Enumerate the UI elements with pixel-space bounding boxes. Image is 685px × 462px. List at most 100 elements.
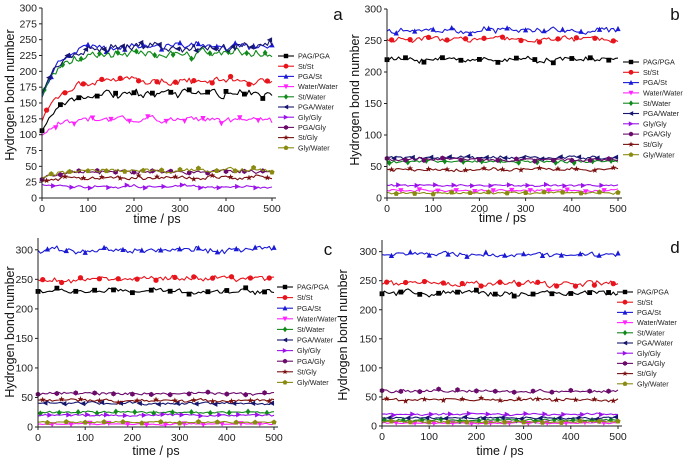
y-tick-label: 250 [15,274,33,286]
series-marker [591,167,598,173]
series-marker [587,290,593,296]
series-marker [532,57,538,62]
series-marker [89,115,96,121]
legend-label: St/Water [297,325,325,334]
series-marker [77,396,84,402]
y-tick-label: 0 [376,193,382,205]
series-marker [391,412,397,418]
series-line [41,41,273,98]
series-marker [539,252,546,258]
series-pga-water [381,414,619,422]
y-axis-label: Hydrogen bond number [336,269,350,400]
series-marker [407,249,413,255]
series-marker [48,171,54,177]
series-marker [252,244,258,250]
series-marker [444,37,450,43]
series-st-gly [38,396,275,406]
series-pag-pga [35,285,275,297]
series-marker [125,421,131,428]
series-marker [480,415,486,421]
series-marker [501,155,508,161]
series-marker [477,57,482,62]
series-marker [39,396,46,403]
series-marker [209,80,215,86]
series-marker [412,28,418,34]
series-marker [156,41,162,48]
series-marker [546,188,552,194]
series-marker [583,189,589,195]
series-marker [92,287,98,293]
series-marker [205,289,211,295]
series-marker [262,289,267,295]
series-marker [209,172,216,178]
x-tick-label: 300 [171,203,189,215]
series-pga-st [381,249,621,259]
series-marker [436,386,441,392]
series-marker [537,415,543,421]
series-marker [237,115,243,121]
series-marker [195,165,202,171]
series-marker [71,121,77,127]
series-marker [572,283,579,289]
x-axis-label: time / ps [133,212,180,226]
series-marker [497,157,503,164]
series-marker [536,39,543,45]
series-marker [140,167,146,173]
legend-marker [283,134,289,140]
series-marker [483,249,489,255]
legend-label: Water/Water [637,318,677,327]
series-marker [250,164,257,170]
y-tick-label: 200 [15,303,33,315]
series-marker [207,50,213,57]
series-marker [153,277,159,283]
series-line [37,391,275,396]
series-marker [578,28,584,34]
series-marker [429,411,435,417]
series-marker [388,37,395,43]
series-marker [75,409,81,416]
series-marker [580,411,586,418]
legend-marker [282,284,288,290]
series-marker [233,245,239,252]
series-marker [170,51,176,58]
series-marker [569,56,575,61]
series-marker [557,154,563,160]
series-marker [73,390,79,396]
y-tick-label: 50 [25,161,37,173]
legend-marker [628,100,634,107]
series-line [381,388,619,394]
legend-marker [282,337,288,343]
series-marker [410,411,416,417]
series-marker [269,169,275,175]
series-st-gly [381,394,619,404]
y-tick-label: 250 [19,34,37,46]
series-marker [431,420,437,427]
series-marker [245,408,251,415]
series-marker [101,244,107,251]
legend-label: Gly/Gly [297,346,321,355]
series-marker [235,183,241,190]
series-marker [535,279,541,285]
series-marker [577,251,583,257]
legend-label: PGA/St [643,78,667,87]
legend-label: Water/Water [643,89,683,98]
series-marker [428,154,434,160]
series-marker [592,35,598,41]
series-marker [559,189,566,195]
series-marker [243,285,249,291]
series-marker [104,412,110,418]
series-marker [549,291,555,297]
series-marker [497,279,503,285]
y-tick-label: 275 [19,18,37,30]
series-marker [161,183,167,190]
series-marker [130,391,135,397]
series-marker [134,397,141,404]
series-pag-pga [379,287,619,299]
series-marker [464,153,471,160]
series-marker [58,172,63,178]
series-marker [502,252,508,258]
series-marker [502,419,508,425]
series-marker [43,177,50,184]
series-marker [577,418,583,424]
series-marker [94,93,100,99]
